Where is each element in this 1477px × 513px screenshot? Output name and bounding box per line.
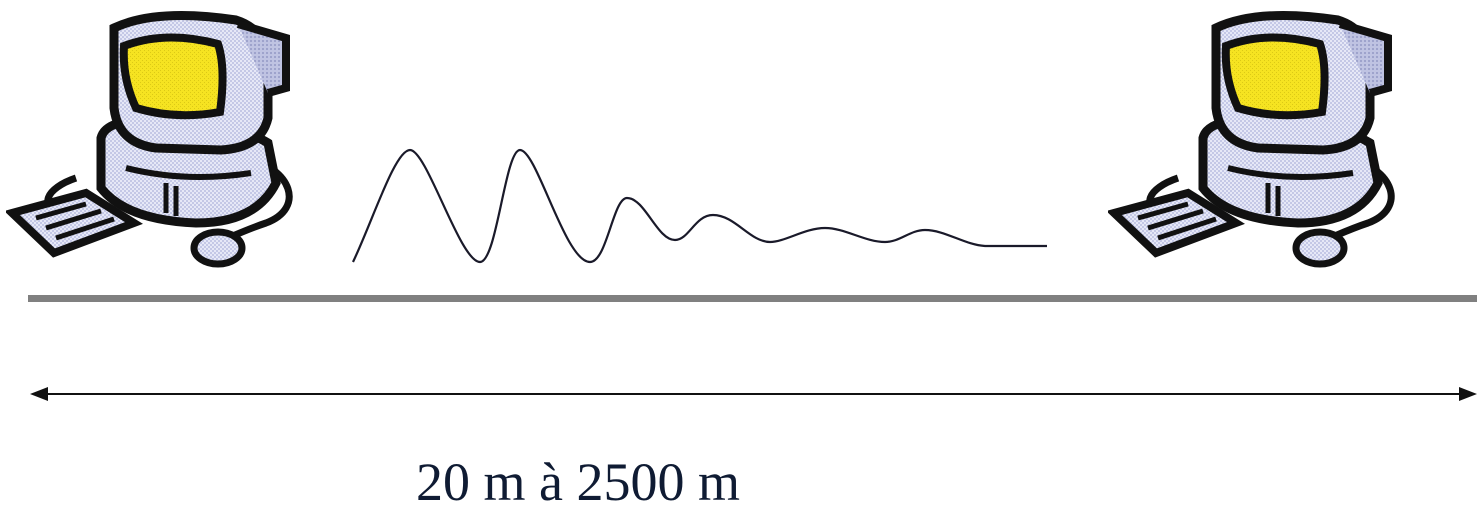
arrowhead-right-icon [1459, 387, 1477, 401]
distance-label: 20 m à 2500 m [416, 452, 740, 512]
transmission-cable [28, 295, 1477, 302]
arrowhead-left-icon [30, 387, 48, 401]
signal-wave-path [352, 148, 1047, 264]
computer-icon [1108, 11, 1395, 268]
distance-arrow [30, 387, 1477, 401]
computer-icon [6, 11, 293, 268]
attenuated-signal-wave [352, 148, 1047, 264]
